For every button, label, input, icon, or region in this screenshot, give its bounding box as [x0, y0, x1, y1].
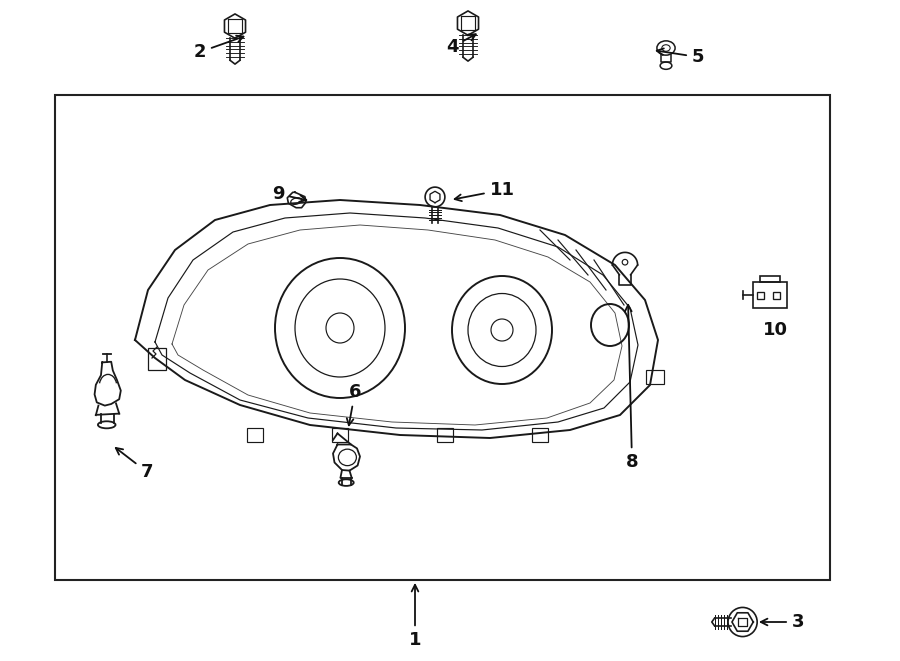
Bar [247, 428, 263, 442]
Text: 11: 11 [454, 181, 515, 201]
Text: 10: 10 [762, 321, 788, 339]
Bar [773, 292, 779, 299]
Bar [646, 370, 664, 384]
Bar [55, 95, 830, 580]
Text: 2: 2 [194, 36, 244, 61]
Text: 7: 7 [116, 448, 153, 481]
Text: 3: 3 [760, 613, 805, 631]
Text: 4: 4 [446, 34, 476, 56]
Text: 9: 9 [272, 185, 306, 203]
Text: 6: 6 [346, 383, 361, 425]
Bar [148, 348, 166, 370]
Text: 5: 5 [657, 48, 704, 66]
Bar [757, 292, 763, 299]
Text: 1: 1 [409, 585, 421, 649]
Bar [437, 428, 453, 442]
Text: 8: 8 [625, 305, 638, 471]
Bar [753, 282, 787, 307]
Bar [532, 428, 548, 442]
Bar [760, 276, 779, 282]
Bar [332, 428, 348, 442]
